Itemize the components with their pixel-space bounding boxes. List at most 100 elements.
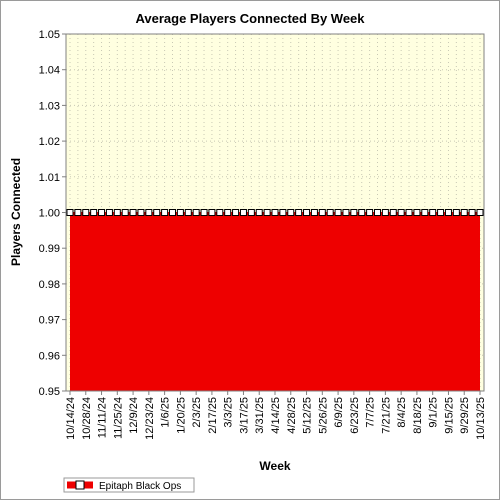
x-tick-label: 12/9/24 [128, 397, 140, 434]
x-tick-label: 9/29/25 [459, 397, 471, 434]
x-tick-label: 9/1/25 [428, 397, 440, 428]
x-tick-label: 1/20/25 [175, 397, 187, 434]
y-tick-label: 0.98 [39, 279, 60, 291]
x-tick-label: 4/14/25 [270, 397, 282, 434]
data-point-marker [429, 209, 437, 216]
x-tick-label: 3/31/25 [254, 397, 266, 434]
data-point-marker [105, 209, 113, 216]
data-point-marker [460, 209, 468, 216]
data-point-marker [145, 209, 153, 216]
x-tick-label: 2/17/25 [207, 397, 219, 434]
y-axis-ticks: 0.95 0.96 0.97 0.98 0.99 1.00 1.01 1.02 1.03 1.04… [39, 29, 66, 398]
data-point-marker [366, 209, 374, 216]
data-point-marker [121, 209, 129, 216]
data-point-marker [405, 209, 413, 216]
data-point-marker [184, 209, 192, 216]
data-point-marker [397, 209, 405, 216]
data-point-marker [468, 209, 476, 216]
data-point-marker [334, 209, 342, 216]
y-tick-label: 0.96 [39, 350, 60, 362]
y-tick-label: 1.05 [39, 29, 60, 41]
data-point-marker [192, 209, 200, 216]
legend-label: Epitaph Black Ops [99, 481, 181, 492]
data-point-marker [444, 209, 452, 216]
data-point-marker [208, 209, 216, 216]
x-tick-label: 2/3/25 [191, 397, 203, 428]
y-axis-label: Players Connected [9, 158, 23, 266]
x-tick-label: 7/21/25 [380, 397, 392, 434]
x-tick-label: 5/26/25 [317, 397, 329, 434]
data-point-marker [303, 209, 311, 216]
data-point-marker [342, 209, 350, 216]
x-tick-label: 6/23/25 [349, 397, 361, 434]
data-point-marker [137, 209, 145, 216]
data-point-marker [389, 209, 397, 216]
data-point-marker [476, 209, 484, 216]
data-point-marker [66, 209, 74, 216]
x-tick-label: 7/7/25 [365, 397, 377, 428]
data-point-marker [437, 209, 445, 216]
x-axis-ticks: 10/14/24 10/28/24 11/11/24 11/25/24 12/9/24 1… [65, 391, 487, 440]
data-point-marker [374, 209, 381, 216]
x-tick-label: 11/11/24 [97, 397, 109, 438]
data-point-marker [247, 209, 255, 216]
x-tick-label: 8/18/25 [412, 397, 424, 434]
data-point-marker [452, 209, 460, 216]
data-point-marker [350, 209, 358, 216]
x-tick-label: 9/15/25 [443, 397, 455, 434]
x-tick-label: 6/9/25 [333, 397, 345, 428]
y-tick-label: 0.97 [39, 315, 60, 327]
legend: Epitaph Black Ops [63, 477, 195, 493]
y-tick-label: 1.02 [39, 136, 60, 148]
legend-box [63, 477, 195, 493]
data-point-marker [98, 209, 106, 216]
data-point-marker [326, 209, 334, 216]
x-tick-label: 3/3/25 [223, 397, 235, 428]
data-point-marker [82, 209, 90, 216]
x-tick-label: 10/28/24 [81, 397, 93, 440]
legend-swatch-marker [75, 480, 85, 490]
data-point-marker [113, 209, 121, 216]
data-point-marker [200, 209, 208, 216]
y-tick-label: 0.95 [39, 386, 60, 398]
y-tick-label: 1.03 [39, 100, 60, 112]
series-area [66, 209, 484, 391]
x-tick-label: 5/12/25 [302, 397, 314, 434]
data-point-marker [271, 209, 279, 216]
x-tick-label: 8/4/25 [396, 397, 408, 428]
data-point-marker [310, 209, 318, 216]
data-point-marker [129, 209, 137, 216]
data-point-marker [421, 209, 429, 216]
data-point-marker [295, 209, 303, 216]
x-tick-label: 3/17/25 [238, 397, 250, 434]
x-tick-label: 12/23/24 [144, 397, 156, 440]
data-point-marker [263, 209, 271, 216]
x-axis-label: Week [259, 459, 290, 473]
data-point-marker [279, 209, 287, 216]
x-tick-label: 11/25/24 [112, 397, 124, 439]
data-point-marker [381, 209, 389, 216]
y-tick-label: 0.99 [39, 243, 60, 255]
data-point-marker [318, 209, 326, 216]
data-point-marker [287, 209, 295, 216]
data-point-marker [74, 209, 82, 216]
series-area-fill [70, 212, 480, 391]
data-point-marker [161, 209, 169, 216]
data-point-marker [413, 209, 421, 216]
data-point-marker [90, 209, 98, 216]
data-point-marker [216, 209, 224, 216]
data-point-marker [239, 209, 247, 216]
y-tick-label: 1.01 [39, 172, 60, 184]
x-tick-label: 1/6/25 [160, 397, 172, 428]
data-point-marker [232, 209, 240, 216]
x-tick-label: 10/14/24 [65, 397, 77, 440]
y-tick-label: 1.00 [39, 208, 60, 220]
data-point-marker [224, 209, 232, 216]
data-point-marker [176, 209, 184, 216]
data-point-marker [169, 209, 176, 216]
data-point-marker [358, 209, 366, 216]
x-tick-label: 10/13/25 [475, 397, 487, 440]
chart-title: Average Players Connected By Week [135, 11, 365, 26]
y-tick-label: 1.04 [39, 65, 60, 77]
